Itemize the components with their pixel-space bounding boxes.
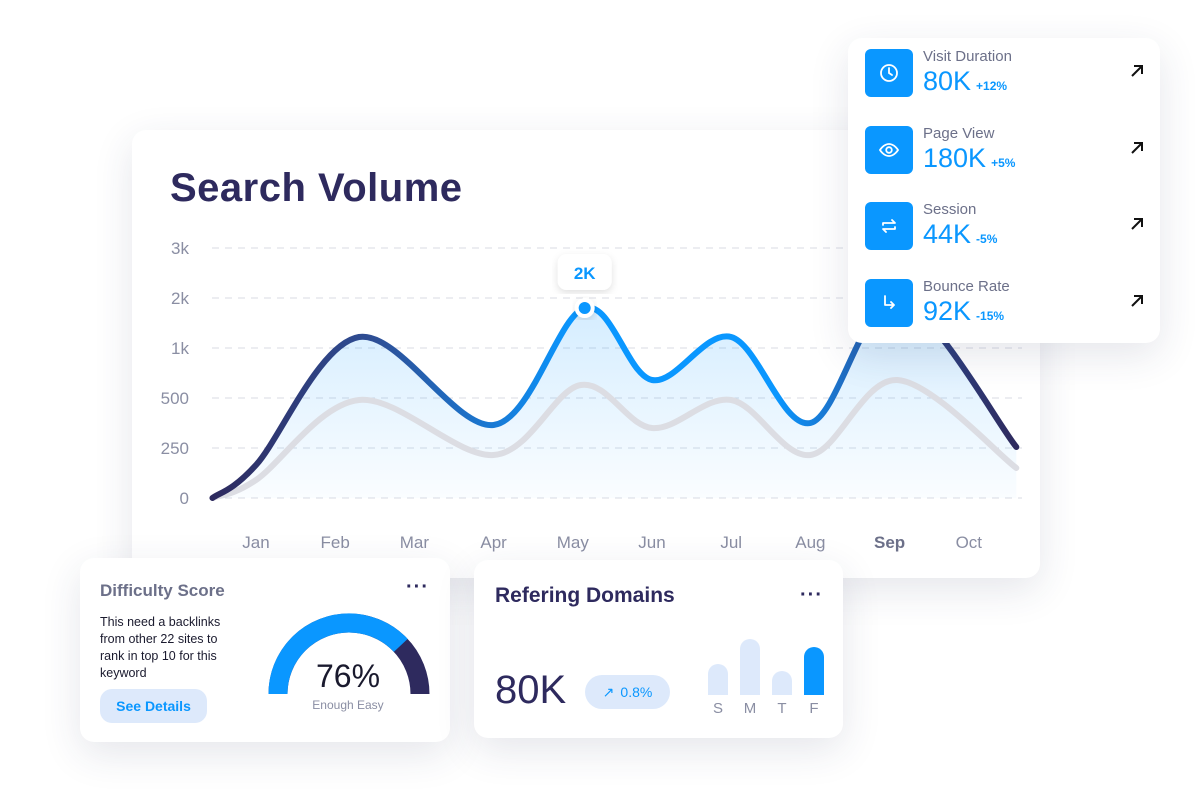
- referring-title: Refering Domains: [495, 584, 675, 607]
- stat-value: 92K -15%: [923, 296, 1004, 327]
- bar-day-label: T: [777, 700, 787, 717]
- y-tick-label: 0: [180, 489, 189, 508]
- gauge-fill: [268, 613, 408, 695]
- x-tick-label: Mar: [400, 533, 430, 552]
- bar: [772, 671, 792, 695]
- arrow-up-right-icon[interactable]: [1129, 63, 1145, 84]
- stat-change: -15%: [976, 308, 1005, 323]
- bar: [708, 664, 728, 695]
- stat-value: 80K +12%: [923, 66, 1007, 97]
- more-options-icon[interactable]: ···: [406, 576, 429, 598]
- repeat-icon: [865, 202, 913, 250]
- search-volume-chart: 0 250 500 1k 2k 3k Jan Feb Mar Apr May Jun Jul Aug Sep…: [161, 239, 1022, 552]
- bar: [740, 639, 760, 695]
- bar: [804, 647, 824, 695]
- referring-change: 0.8%: [620, 684, 653, 700]
- stat-number: 44K: [923, 219, 972, 249]
- x-tick-label: Sep: [874, 533, 905, 552]
- stat-value: 44K -5%: [923, 219, 997, 250]
- y-tick-label: 500: [161, 389, 189, 408]
- tooltip-label: 2K: [574, 264, 596, 283]
- stat-item[interactable]: Session 44K -5%: [865, 201, 1145, 250]
- y-tick-label: 3k: [171, 239, 189, 258]
- stat-change: -5%: [976, 232, 998, 246]
- arrow-up-right-icon[interactable]: [1129, 293, 1145, 314]
- bar-day-label: M: [743, 700, 757, 717]
- stat-item[interactable]: Page View 180K +5%: [865, 124, 1145, 174]
- y-tick-label: 250: [161, 439, 189, 458]
- x-tick-label: May: [557, 533, 590, 552]
- difficulty-score-card: Difficulty Score ··· This need a backlin…: [80, 558, 450, 742]
- arrow-up-right-icon: ↗: [602, 683, 615, 700]
- stat-number: 92K: [923, 295, 972, 326]
- difficulty-caption: Enough Easy: [312, 698, 384, 712]
- stat-number: 80K: [923, 66, 972, 96]
- y-tick-label: 1k: [171, 339, 189, 358]
- referring-domains-card: Refering Domains ··· 80K ↗ 0.8% S M T F: [474, 560, 843, 738]
- tooltip: [557, 254, 612, 290]
- stat-label: Page View: [923, 124, 995, 142]
- bar-day-label: F: [809, 700, 819, 717]
- clock-icon: [865, 49, 913, 97]
- y-tick-label: 2k: [171, 289, 189, 308]
- stat-value: 180K +5%: [923, 143, 1015, 174]
- x-tick-label: Jul: [720, 533, 742, 552]
- x-tick-label: Oct: [956, 533, 983, 552]
- x-tick-label: Feb: [321, 533, 350, 552]
- stat-change: +5%: [991, 155, 1016, 170]
- eye-icon: [865, 125, 913, 174]
- referring-change-badge: ↗ 0.8%: [585, 675, 670, 709]
- x-tick-label: Aug: [795, 533, 825, 552]
- stats-panel: Visit Duration 80K +12% Page View 180K +5%…: [848, 38, 1160, 343]
- bar-day-label: S: [712, 700, 723, 717]
- stat-change: +12%: [976, 79, 1008, 93]
- referring-value: 80K: [495, 668, 567, 712]
- see-details-button[interactable]: See Details: [100, 689, 207, 723]
- difficulty-description: This need a backlinks from other 22 site…: [100, 615, 221, 680]
- arrow-up-right-icon[interactable]: [1129, 140, 1145, 161]
- arrow-up-right-icon[interactable]: [1129, 216, 1145, 237]
- page-title: Search Volume: [170, 166, 463, 210]
- stat-item[interactable]: Bounce Rate 92K -15%: [865, 277, 1145, 327]
- difficulty-percent: 76%: [315, 658, 381, 694]
- x-tick-label: Jun: [638, 533, 665, 552]
- stat-number: 180K: [923, 142, 987, 173]
- highlight-point[interactable]: [578, 302, 591, 314]
- stat-label: Bounce Rate: [923, 277, 1010, 295]
- x-tick-label: Jan: [242, 533, 269, 552]
- stat-item[interactable]: Visit Duration 80K +12%: [865, 48, 1145, 97]
- stat-label: Session: [923, 201, 977, 218]
- x-tick-label: Apr: [480, 533, 507, 552]
- more-options-icon[interactable]: ···: [800, 584, 823, 606]
- turn-arrow-icon: [865, 278, 913, 327]
- difficulty-gauge: [268, 613, 430, 695]
- difficulty-title: Difficulty Score: [100, 581, 225, 600]
- stat-label: Visit Duration: [923, 48, 1012, 65]
- series-line-previous: [209, 376, 1020, 501]
